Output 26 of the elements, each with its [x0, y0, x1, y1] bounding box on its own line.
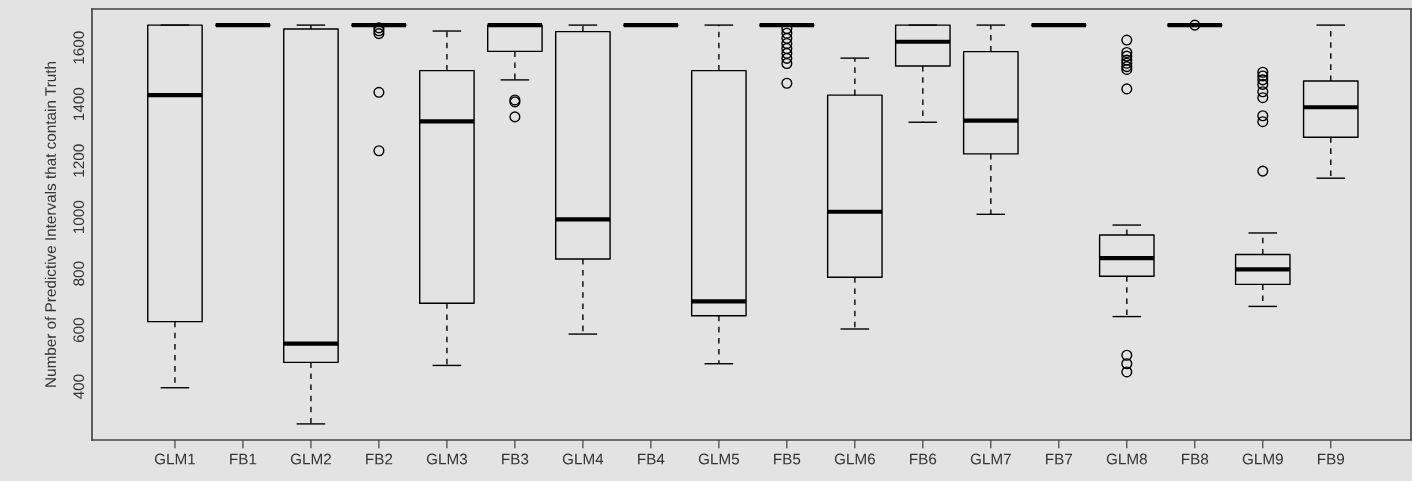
y-tick-label: 800: [73, 261, 85, 286]
x-tick-label: FB1: [230, 453, 257, 465]
x-tick-label: FB8: [1182, 453, 1209, 465]
x-tick-label: FB7: [1046, 453, 1073, 465]
y-tick-label: 600: [73, 317, 85, 343]
x-tick-label: GLM4: [562, 453, 604, 465]
x-tick-label: FB9: [1318, 453, 1345, 465]
y-tick-label: 1000: [73, 200, 85, 233]
x-tick-label: GLM7: [970, 453, 1011, 465]
x-tick-label: FB2: [366, 453, 393, 465]
y-tick-label: 1600: [73, 31, 85, 64]
x-tick-label: GLM1: [154, 453, 195, 465]
x-tick-label: GLM2: [290, 453, 331, 465]
y-tick-label: 1200: [73, 144, 85, 177]
y-axis-title: Number of Predictive Intervals that contain Truth: [44, 62, 56, 387]
x-tick-label: FB6: [910, 453, 937, 465]
x-tick-label: GLM6: [834, 453, 875, 465]
y-tick-label: 1400: [73, 87, 85, 121]
x-tick-label: GLM9: [1242, 453, 1283, 465]
x-tick-label: FB3: [502, 453, 529, 465]
x-tick-label: FB5: [774, 453, 801, 465]
x-tick-label: GLM3: [426, 453, 468, 465]
x-tick-label: FB4: [638, 453, 665, 465]
x-tick-label: GLM8: [1106, 453, 1147, 465]
y-tick-label: 400: [73, 374, 85, 400]
x-tick-label: GLM5: [698, 453, 740, 465]
